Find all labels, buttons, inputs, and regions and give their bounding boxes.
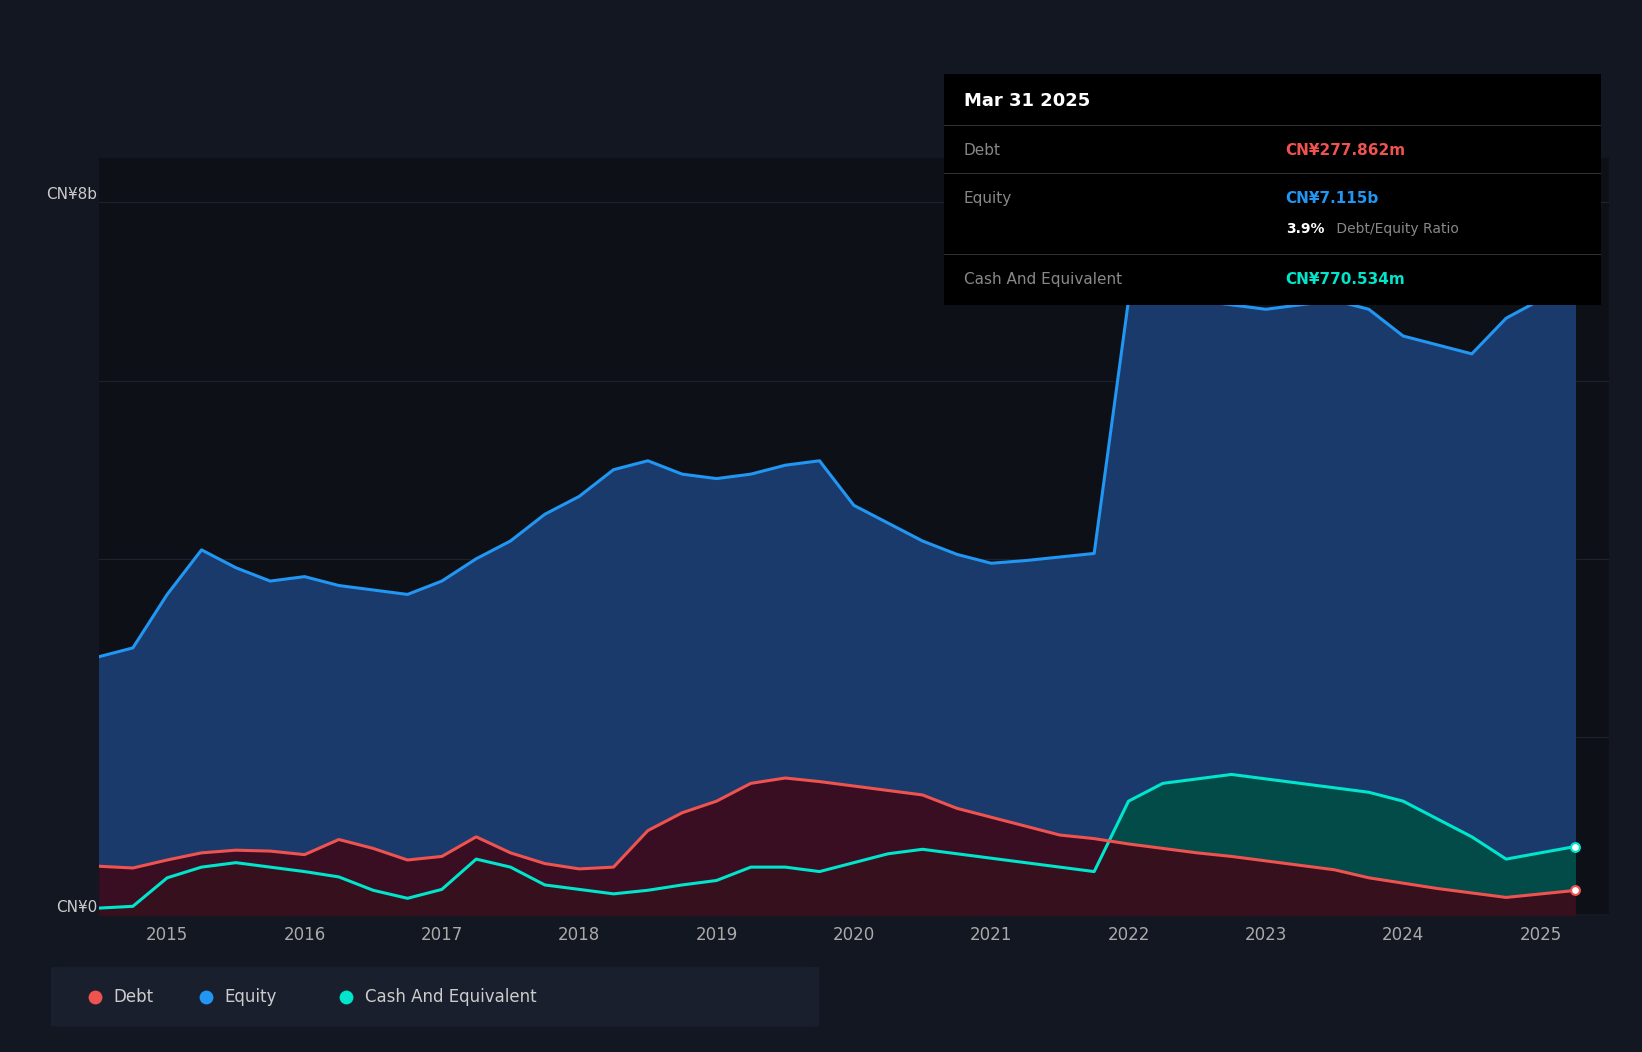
- FancyBboxPatch shape: [51, 967, 819, 1027]
- Point: [1562, 882, 1588, 898]
- Point: [194, 989, 220, 1006]
- Text: Cash And Equivalent: Cash And Equivalent: [964, 272, 1121, 287]
- Point: [1562, 272, 1588, 289]
- Text: Cash And Equivalent: Cash And Equivalent: [365, 988, 537, 1006]
- Point: [333, 989, 360, 1006]
- Point: [82, 989, 108, 1006]
- Text: Mar 31 2025: Mar 31 2025: [964, 93, 1090, 110]
- Text: CN¥0: CN¥0: [56, 901, 97, 915]
- Text: 3.9%: 3.9%: [1286, 222, 1323, 236]
- Text: CN¥8b: CN¥8b: [46, 187, 97, 202]
- Text: CN¥277.862m: CN¥277.862m: [1286, 142, 1406, 158]
- Text: Debt: Debt: [964, 142, 1002, 158]
- Text: Equity: Equity: [964, 191, 1011, 206]
- Text: CN¥770.534m: CN¥770.534m: [1286, 272, 1406, 287]
- Text: Equity: Equity: [225, 988, 277, 1006]
- Point: [1562, 838, 1588, 855]
- Text: Debt/Equity Ratio: Debt/Equity Ratio: [1332, 222, 1458, 236]
- Text: Debt: Debt: [113, 988, 154, 1006]
- Text: CN¥7.115b: CN¥7.115b: [1286, 191, 1379, 206]
